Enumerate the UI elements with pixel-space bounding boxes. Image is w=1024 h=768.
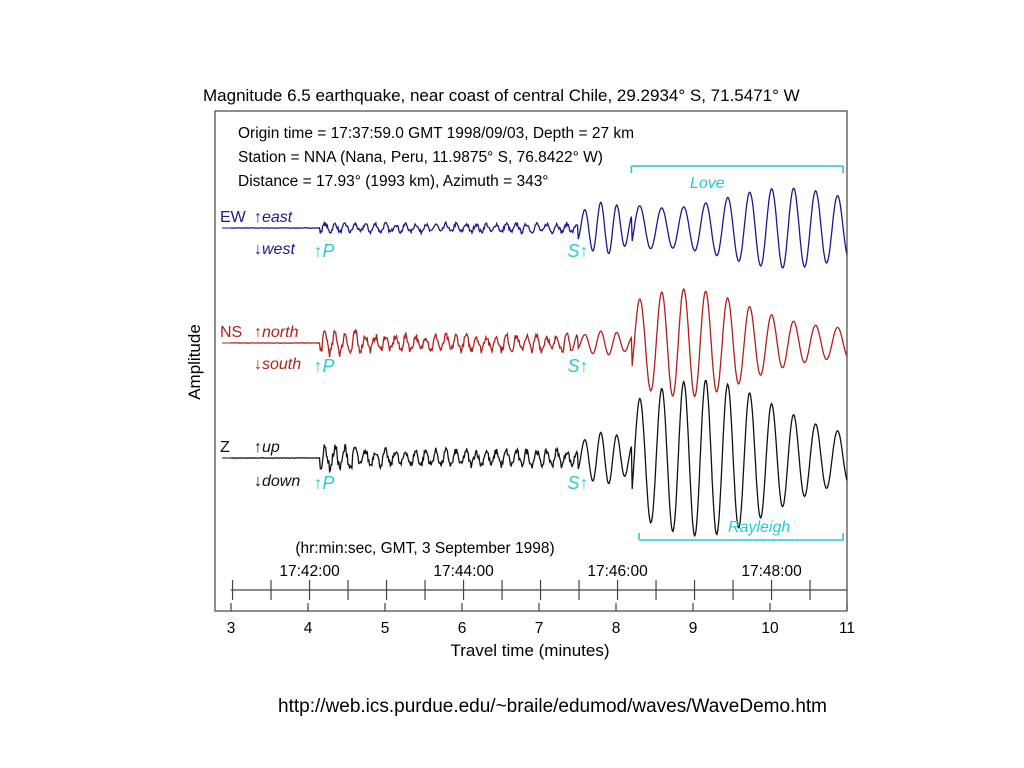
x-tick-label-3: 3 [227,620,236,637]
trace-ns [230,287,848,398]
gmt-tick-label-0: 17:42:00 [279,563,340,580]
info-line-origin: Origin time = 17:37:59.0 GMT 1998/09/03,… [238,125,634,142]
trace-ew [230,187,848,269]
wave-band-love-label: Love [690,175,725,192]
component-label-z: Z [220,439,230,456]
up-label-z: ↑up [254,439,280,456]
gmt-axis-caption: (hr:min:sec, GMT, 3 September 1998) [295,540,554,557]
gmt-tick-label-1: 17:44:00 [433,563,494,580]
phase-s-ew: S↑ [568,241,589,261]
down-label-z: ↓down [254,473,300,490]
phase-p-ns: ↑P [314,356,335,376]
x-tick-label-5: 5 [381,620,390,637]
wave-band-rayleigh-label: Rayleigh [728,519,790,536]
axes-layer: 3 4 5 6 7 8 9 10 11 17:42:00 17:44:00 17:46:00 17:48… [227,563,855,637]
plot-frame [214,110,848,612]
component-label-ew: EW [220,209,247,226]
x-axis-label: Travel time (minutes) [450,641,609,660]
y-axis-label: Amplitude [185,324,204,400]
x-tick-label-8: 8 [612,620,621,637]
trace-labels-layer: EW ↑east ↓west ↑P S↑ NS ↑north ↓south ↑P S↑ Z ↑up ↓d… [220,209,589,493]
x-tick-label-9: 9 [689,620,698,637]
phase-s-ns: S↑ [568,356,589,376]
seismogram-chart: Magnitude 6.5 earthquake, near coast of … [185,86,855,660]
phase-s-z: S↑ [568,473,589,493]
component-label-ns: NS [220,324,242,341]
x-tick-label-6: 6 [458,620,467,637]
up-label-ns: ↑north [254,324,299,341]
trace-z [230,379,848,538]
gmt-tick-label-3: 17:48:00 [741,563,802,580]
wave-bands-layer: Love Rayleigh [630,165,844,541]
x-tick-label-10: 10 [761,620,779,637]
x-tick-label-4: 4 [304,620,313,637]
x-tick-label-7: 7 [535,620,544,637]
x-tick-label-11: 11 [839,620,855,637]
phase-p-ew: ↑P [314,241,335,261]
down-label-ns: ↓south [254,356,301,373]
chart-title: Magnitude 6.5 earthquake, near coast of … [203,86,800,105]
up-label-ew: ↑east [254,209,293,226]
info-line-distance: Distance = 17.93° (1993 km), Azimuth = 3… [238,173,549,190]
phase-p-z: ↑P [314,473,335,493]
info-line-station: Station = NNA (Nana, Peru, 11.9875° S, 7… [238,149,603,166]
gmt-tick-label-2: 17:46:00 [587,563,648,580]
source-url[interactable]: http://web.ics.purdue.edu/~braile/edumod… [278,696,827,717]
down-label-ew: ↓west [254,241,295,258]
traces-layer [222,187,848,538]
